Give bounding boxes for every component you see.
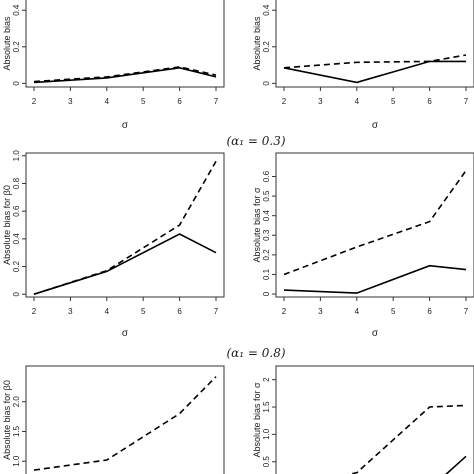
x-tick-label: 5 <box>391 307 396 316</box>
dashed-series-line <box>33 160 217 295</box>
y-tick-label: 0.8 <box>12 177 21 189</box>
x-tick-label: 4 <box>355 307 360 316</box>
dashed-series-line <box>347 404 467 474</box>
plot-frame <box>275 365 474 474</box>
plot-frame <box>25 365 225 474</box>
chart-panel-2: 0 0.2 0.4 2 3 4 5 6 7 Absolute bias σ <box>252 0 474 131</box>
y-axis-label: Absolute bias <box>252 16 262 71</box>
plot-frame <box>25 0 225 88</box>
x-tick-label: 6 <box>177 307 182 316</box>
solid-series-line <box>283 264 467 294</box>
x-axis-label: σ <box>372 328 379 339</box>
x-tick-label: 7 <box>214 97 219 106</box>
solid-series-line <box>445 455 467 474</box>
y-tick-label: 0 <box>262 291 271 296</box>
x-tick-label: 4 <box>105 97 110 106</box>
y-tick-label: 0.4 <box>262 210 271 222</box>
y-axis-label: Absolute bias for β0 <box>2 380 12 460</box>
y-tick-label: 0.2 <box>262 249 271 261</box>
solid-series-line <box>33 233 217 295</box>
y-tick-label: 1.0 <box>12 455 21 467</box>
y-axis-label: Absolute bias <box>2 16 12 71</box>
y-tick-label: 0.3 <box>262 229 271 241</box>
y-axis-label: Absolute bias for σ <box>252 187 262 263</box>
x-tick-label: 2 <box>282 307 287 316</box>
x-axis-label: σ <box>372 120 379 131</box>
y-tick-label: 0.4 <box>12 233 21 245</box>
y-tick-label: 1.5 <box>12 425 21 437</box>
chart-panel-4: 0 0.1 0.2 0.3 0.4 0.5 0.6 2 3 4 5 6 7 Absolute bias f… <box>252 152 474 339</box>
plot-frame <box>275 152 474 298</box>
dashed-series-line <box>283 54 467 69</box>
x-tick-label: 2 <box>282 97 287 106</box>
dashed-series-line <box>283 170 467 276</box>
y-axis-label: Absolute bias for σ <box>252 382 262 458</box>
y-axis-label: Absolute bias for β0 <box>2 185 12 265</box>
solid-series-line <box>283 60 466 84</box>
y-tick-label: 0.5 <box>262 190 271 202</box>
dashed-series-line <box>33 66 217 83</box>
y-tick-label: 2.0 <box>12 396 21 408</box>
x-axis-label: σ <box>122 120 129 131</box>
y-tick-label: 0 <box>12 81 21 86</box>
y-tick-label: 0.2 <box>262 41 271 53</box>
y-tick-label: 1.0 <box>12 150 21 162</box>
plot-frame <box>25 152 225 298</box>
caption-alpha-0-3: (α₁ = 0.3) <box>226 134 285 148</box>
y-tick-label: 0.2 <box>12 260 21 272</box>
x-tick-label: 3 <box>318 97 323 106</box>
x-tick-label: 6 <box>177 97 182 106</box>
x-tick-label: 3 <box>68 307 73 316</box>
y-tick-label: 0.2 <box>12 41 21 53</box>
x-tick-label: 4 <box>105 307 110 316</box>
x-tick-label: 7 <box>464 97 469 106</box>
chart-panel-3: 0 0.2 0.4 0.6 0.8 1.0 2 3 4 5 6 7 Absolute bias for … <box>2 150 225 339</box>
x-tick-label: 3 <box>318 307 323 316</box>
dashed-series-line <box>33 376 217 471</box>
x-tick-label: 7 <box>214 307 219 316</box>
chart-panel-1: 0 0.2 0.4 2 3 4 5 6 7 Absolute bias σ <box>2 0 225 131</box>
x-tick-label: 2 <box>32 307 37 316</box>
x-axis-label: σ <box>122 328 129 339</box>
x-tick-label: 7 <box>464 307 469 316</box>
y-tick-label: 0 <box>12 291 21 296</box>
x-tick-label: 5 <box>141 97 146 106</box>
y-tick-label: 0.5 <box>262 456 271 468</box>
y-tick-label: 0.6 <box>12 205 21 217</box>
y-tick-label: 0.4 <box>12 4 21 16</box>
y-tick-label: 1.5 <box>262 401 271 413</box>
x-tick-label: 5 <box>141 307 146 316</box>
x-tick-label: 3 <box>68 97 73 106</box>
x-tick-label: 4 <box>355 97 360 106</box>
y-tick-label: 0.4 <box>262 4 271 16</box>
solid-series-line <box>33 66 217 84</box>
y-tick-label: 0.6 <box>262 170 271 182</box>
caption-alpha-0-8: (α₁ = 0.8) <box>226 346 285 360</box>
x-tick-label: 2 <box>32 97 37 106</box>
y-tick-label: 0 <box>262 81 271 86</box>
plot-frame <box>275 0 474 88</box>
x-tick-label: 6 <box>427 97 432 106</box>
x-tick-label: 6 <box>427 307 432 316</box>
x-tick-label: 5 <box>391 97 396 106</box>
y-tick-label: 1.0 <box>262 428 271 440</box>
y-tick-label: 0.1 <box>262 268 271 280</box>
y-tick-label: 2 <box>262 377 271 382</box>
